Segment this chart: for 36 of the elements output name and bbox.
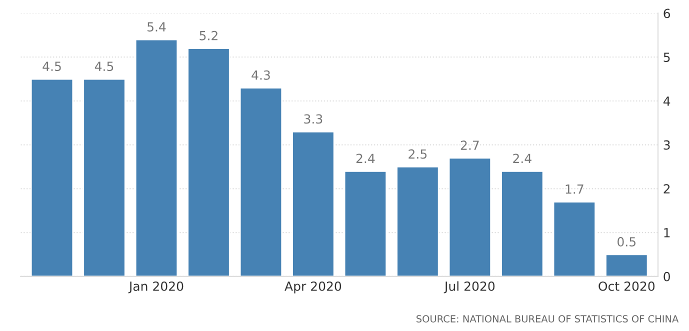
bar [187, 48, 230, 276]
data-label: 2.5 [408, 149, 427, 159]
data-label: 4.5 [42, 62, 61, 72]
y-tick-label: 3 [664, 140, 670, 150]
data-label: 2.4 [513, 154, 532, 163]
bar [344, 170, 388, 276]
bar [30, 78, 74, 276]
data-label: 4.3 [252, 70, 270, 80]
bar [448, 157, 492, 276]
bar [552, 201, 596, 276]
bar [605, 254, 648, 276]
x-tick-label: Jul 2020 [444, 281, 495, 294]
data-label: 0.5 [618, 237, 636, 246]
bar [239, 87, 283, 276]
y-tick-label: 2 [664, 184, 670, 194]
x-tick-label: Apr 2020 [284, 281, 342, 294]
y-tick-label: 0 [664, 272, 670, 282]
data-label: 2.7 [460, 140, 479, 150]
data-label: 3.3 [304, 114, 322, 124]
bar [134, 38, 178, 276]
data-label: 5.4 [148, 22, 166, 32]
data-label: 1.7 [566, 184, 584, 194]
y-tick-label: 5 [664, 52, 670, 62]
data-label: 5.2 [200, 30, 218, 40]
bar [292, 130, 335, 276]
y-tick-label: 4 [663, 96, 670, 106]
x-tick-label: Jan 2020 [128, 281, 184, 294]
bar [396, 166, 440, 276]
source-note: SOURCE: NATIONAL BUREAU OF STATISTICS OF CHINA [416, 315, 679, 322]
y-tick-label: 1 [664, 228, 670, 238]
bar [82, 78, 126, 276]
y-tick-label: 6 [664, 8, 670, 18]
data-label: 4.5 [94, 62, 114, 72]
bar [500, 170, 544, 276]
data-label: 2.4 [356, 154, 375, 163]
x-tick-label: Oct 2020 [598, 281, 655, 291]
